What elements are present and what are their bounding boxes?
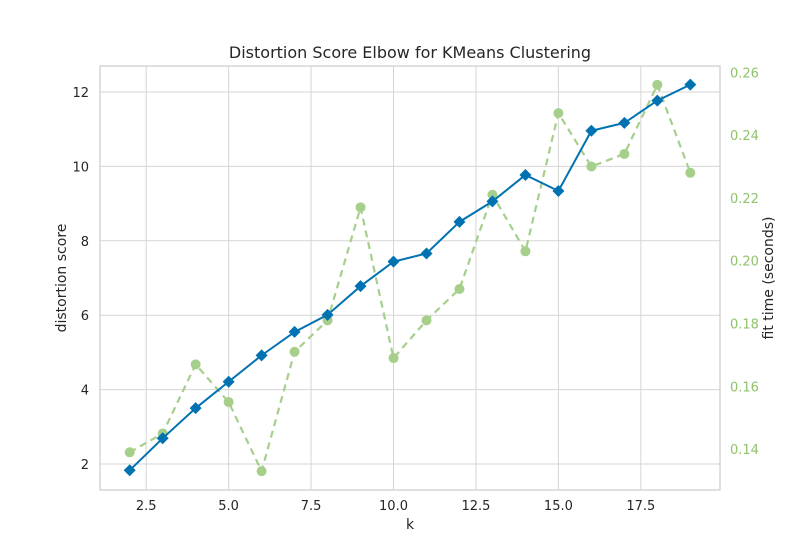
y-tick-label: 4 <box>81 384 89 399</box>
fit-time-point <box>553 108 564 119</box>
fit-time-point <box>619 148 630 159</box>
x-axis-label: k <box>406 517 415 533</box>
distortion-point <box>651 94 664 107</box>
plot-frame <box>99 65 721 491</box>
distortion-point <box>684 78 697 91</box>
distortion-point <box>156 432 169 445</box>
distortion-point <box>453 215 466 228</box>
y2-tick-labels: 0.14 0.16 0.18 0.20 0.22 0.24 0.26 <box>730 66 759 458</box>
distortion-point <box>354 280 367 293</box>
fit-time-point <box>652 79 663 90</box>
distortion-point <box>486 195 499 208</box>
distortion-series <box>123 78 697 477</box>
distortion-point <box>552 184 565 197</box>
fit-time-point <box>355 202 366 213</box>
y-tick-labels: 2 4 6 8 10 12 <box>72 86 89 473</box>
distortion-point <box>321 308 334 321</box>
fit-time-point <box>256 466 267 477</box>
fit-time-point <box>124 447 135 458</box>
fit-time-series <box>124 79 696 477</box>
distortion-point <box>189 402 202 415</box>
grid-lines <box>100 66 720 490</box>
fit-time-point <box>586 161 597 172</box>
distortion-point <box>222 375 235 388</box>
distortion-point <box>288 325 301 338</box>
y-tick-label: 10 <box>72 160 89 175</box>
distortion-line <box>128 83 691 472</box>
x-tick-labels: 2.5 5.0 7.5 10.0 12.5 15.0 17.5 <box>136 499 656 514</box>
fit-time-point <box>190 359 201 370</box>
y-axis-label: distortion score <box>54 224 70 333</box>
distortion-point <box>420 247 433 260</box>
x-tick-label: 10.0 <box>379 499 408 514</box>
x-tick-label: 15.0 <box>544 499 573 514</box>
y-tick-label: 2 <box>81 458 89 473</box>
y2-tick-label: 0.24 <box>730 129 759 144</box>
distortion-point <box>519 168 532 181</box>
y2-tick-label: 0.16 <box>730 380 759 395</box>
x-tick-label: 5.0 <box>218 499 239 514</box>
distortion-point <box>585 124 598 137</box>
fit-time-point <box>520 246 531 257</box>
distortion-point <box>618 116 631 129</box>
x-tick-label: 12.5 <box>461 499 490 514</box>
distortion-point <box>255 349 268 362</box>
fit-time-point <box>388 353 399 364</box>
y-tick-label: 8 <box>81 235 89 250</box>
y2-tick-label: 0.20 <box>730 255 759 270</box>
fit-time-point <box>421 315 432 326</box>
y-tick-label: 12 <box>72 86 89 101</box>
y2-axis-label: fit time (seconds) <box>761 217 777 340</box>
y-tick-label: 6 <box>81 309 89 324</box>
x-tick-label: 7.5 <box>301 499 322 514</box>
fit-time-point <box>289 346 300 357</box>
x-tick-label: 17.5 <box>626 499 655 514</box>
y2-tick-label: 0.18 <box>730 318 759 333</box>
y2-tick-label: 0.22 <box>730 192 759 207</box>
x-tick-label: 2.5 <box>136 499 157 514</box>
fit-time-point <box>487 189 498 200</box>
fit-time-point <box>223 397 234 408</box>
distortion-point <box>387 255 400 268</box>
fit-time-point <box>454 283 465 294</box>
y2-tick-label: 0.26 <box>730 66 759 81</box>
chart-title: Distortion Score Elbow for KMeans Cluste… <box>229 43 591 62</box>
y2-tick-label: 0.14 <box>730 443 759 458</box>
fit-time-point <box>685 167 696 178</box>
fit-time-line <box>129 82 692 475</box>
distortion-point <box>123 464 136 477</box>
